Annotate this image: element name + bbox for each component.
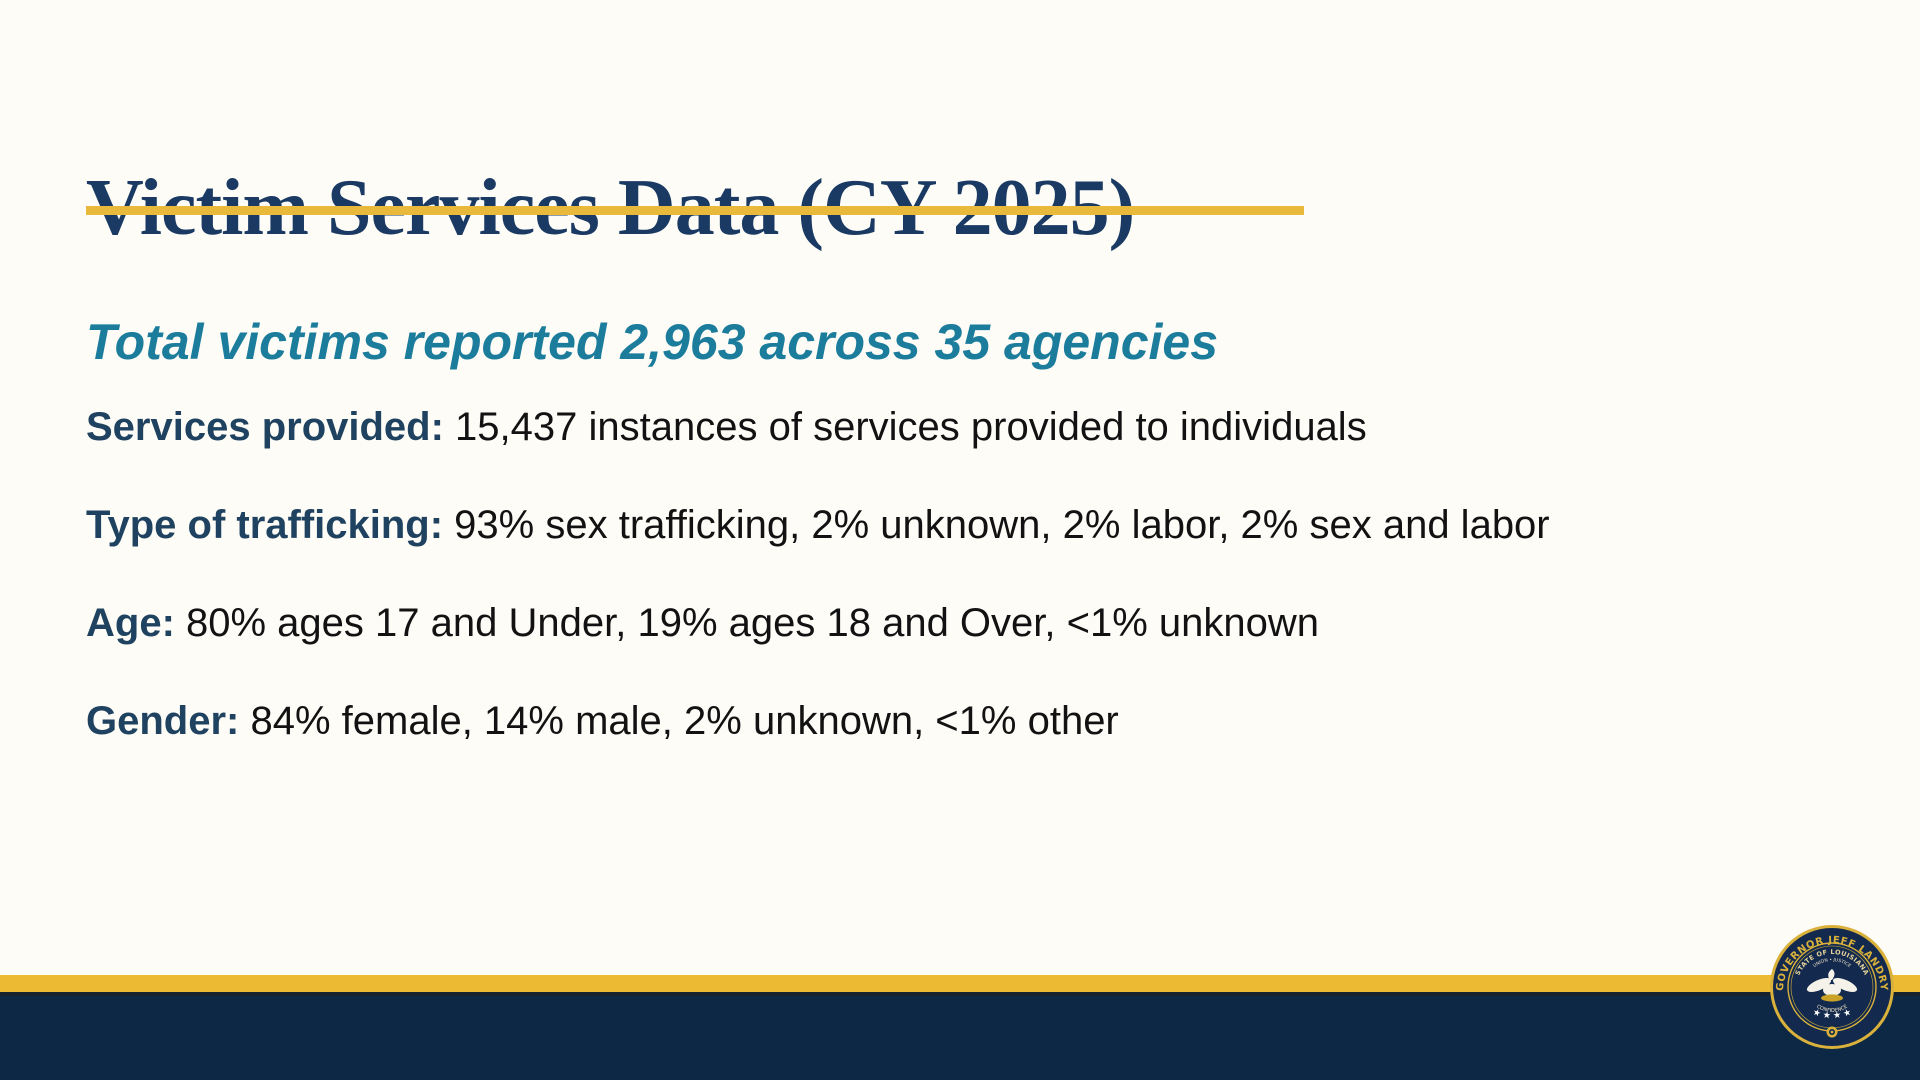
fact-age: Age: 80% ages 17 and Under, 19% ages 18 … — [86, 593, 1746, 653]
svg-text:CONFIDENCE: CONFIDENCE — [1815, 1004, 1848, 1014]
fact-label: Gender: — [86, 699, 240, 743]
fact-value: 84% female, 14% male, 2% unknown, <1% ot… — [239, 699, 1119, 743]
fact-value: 15,437 instances of services provided to… — [443, 405, 1367, 449]
footer-divider-line — [0, 992, 1920, 996]
pelican-nest-shape — [1821, 994, 1843, 1002]
footer-navy-bar — [0, 996, 1920, 1080]
fact-value: 93% sex trafficking, 2% unknown, 2% labo… — [443, 503, 1550, 547]
louisiana-pelican-seal-icon: GOVERNOR JEFF LANDRY ★ ★ ★ ★ STATE OF LO… — [1770, 925, 1894, 1049]
fact-services-provided: Services provided: 15,437 instances of s… — [86, 397, 1746, 457]
governor-seal-logo: GOVERNOR JEFF LANDRY ★ ★ ★ ★ STATE OF LO… — [1769, 924, 1895, 1050]
fact-trafficking-type: Type of trafficking: 93% sex trafficking… — [86, 495, 1746, 555]
title-underline-rule — [86, 206, 1304, 215]
pelican-icon — [1806, 969, 1858, 996]
seal-stars: ★ ★ ★ ★ — [1811, 1008, 1853, 1022]
seal-bottom-ornament-icon — [1826, 1026, 1838, 1038]
svg-text:★ ★ ★ ★: ★ ★ ★ ★ — [1811, 1008, 1853, 1022]
facts-list: Services provided: 15,437 instances of s… — [86, 397, 1746, 789]
footer-gold-stripe — [0, 975, 1920, 992]
fact-value: 80% ages 17 and Under, 19% ages 18 and O… — [174, 601, 1320, 645]
fact-label: Age: — [86, 601, 175, 645]
fact-label: Type of trafficking: — [86, 503, 444, 547]
fact-gender: Gender: 84% female, 14% male, 2% unknown… — [86, 691, 1746, 751]
slide-subtitle: Total victims reported 2,963 across 35 a… — [86, 313, 1219, 370]
seal-motto-bottom-text: CONFIDENCE — [1815, 1004, 1848, 1014]
fact-label: Services provided: — [86, 405, 444, 449]
